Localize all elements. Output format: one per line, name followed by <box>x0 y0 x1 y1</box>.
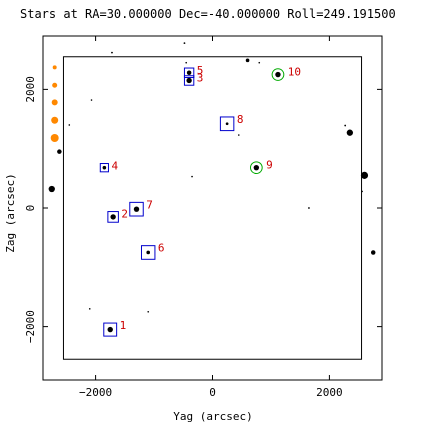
star-point <box>344 124 347 127</box>
guide-label-5: 5 <box>197 64 204 77</box>
star-point <box>308 207 310 209</box>
y-tick-label: 0 <box>24 205 37 212</box>
guide-label-8: 8 <box>237 113 244 126</box>
star-point <box>360 171 369 179</box>
guide-box-6 <box>140 245 156 260</box>
x-tick-label: 2000 <box>316 386 343 399</box>
star-point <box>90 99 93 101</box>
guide-box-5 <box>183 67 195 79</box>
guide-label-3: 3 <box>197 72 204 85</box>
guide-box-2 <box>107 211 119 223</box>
star-point <box>361 190 363 193</box>
plot-frame <box>42 35 383 381</box>
fov-box <box>62 56 363 360</box>
star-point <box>133 206 140 212</box>
x-axis-label: Yag (arcsec) <box>173 410 252 423</box>
x-tick-label: 0 <box>209 386 216 399</box>
star-point <box>146 250 151 255</box>
acq-circle-9 <box>249 161 263 175</box>
scale-marker <box>52 65 57 70</box>
star-point <box>258 61 261 64</box>
y-tick-label: −2000 <box>24 310 37 343</box>
star-point <box>111 51 113 54</box>
acq-label-10: 10 <box>288 66 301 79</box>
star-point <box>238 134 240 136</box>
guide-box-8 <box>219 116 235 132</box>
guide-label-7: 7 <box>146 198 153 211</box>
x-tick-label: −2000 <box>79 386 112 399</box>
star-point <box>186 77 192 84</box>
acq-circle-10 <box>271 68 285 81</box>
guide-label-1: 1 <box>120 319 127 332</box>
guide-box-1 <box>103 322 118 337</box>
chart-title: Stars at RA=30.000000 Dec=-40.000000 Rol… <box>20 7 396 21</box>
star-point <box>68 124 71 126</box>
star-point <box>225 122 229 126</box>
star-point <box>48 185 55 193</box>
star-point <box>102 165 107 170</box>
star-point <box>185 61 187 64</box>
star-point <box>275 71 281 78</box>
guide-label-2: 2 <box>121 208 128 221</box>
scale-marker <box>51 116 59 124</box>
guide-box-7 <box>129 201 144 217</box>
acq-label-9: 9 <box>266 159 273 172</box>
star-point <box>57 149 62 154</box>
y-axis-label: Zag (arcsec) <box>4 173 17 252</box>
star-point <box>346 129 354 136</box>
scale-marker <box>51 99 58 106</box>
plot-area: −2000 0 2000 −2000 0 2000 1 2 3 4 5 6 7 8 9 10 <box>24 35 383 399</box>
y-tick-label: 2000 <box>24 76 37 103</box>
guide-box-3 <box>183 75 195 86</box>
scale-marker <box>52 82 58 88</box>
guide-label-6: 6 <box>158 242 165 255</box>
star-point <box>245 58 250 63</box>
star-point <box>186 70 192 76</box>
star-point <box>191 175 193 178</box>
guide-box-4 <box>99 163 109 173</box>
star-point <box>183 42 186 45</box>
star-point <box>110 214 116 220</box>
star-point <box>147 310 150 313</box>
star-point <box>370 250 376 255</box>
star-point <box>107 326 113 333</box>
guide-label-4: 4 <box>111 160 118 173</box>
star-point <box>88 308 91 310</box>
scale-marker <box>50 134 59 143</box>
star-point <box>253 164 260 171</box>
